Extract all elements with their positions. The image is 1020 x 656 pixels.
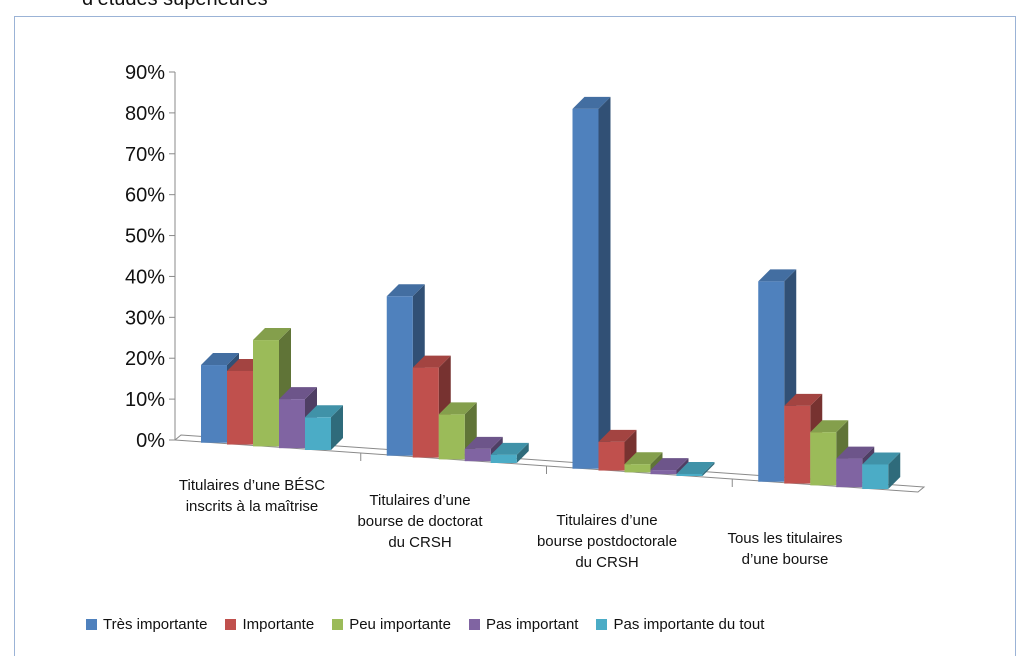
bar bbox=[227, 370, 253, 445]
category-label: bourse postdoctorale bbox=[537, 533, 677, 550]
legend-swatch bbox=[332, 619, 344, 630]
bar-top bbox=[810, 420, 849, 433]
legend-label: Pas important bbox=[485, 616, 579, 633]
y-tick-label: 0% bbox=[136, 430, 165, 452]
bar-top bbox=[676, 461, 715, 474]
legend-item: Importante bbox=[225, 616, 314, 633]
bar-side bbox=[888, 452, 901, 490]
category-label: bourse de doctorat bbox=[357, 513, 483, 530]
bar-top bbox=[412, 355, 451, 368]
bar bbox=[386, 296, 413, 456]
bar-top bbox=[253, 328, 291, 341]
bar-top bbox=[836, 446, 875, 459]
bar-top bbox=[572, 96, 611, 109]
chart-title: d’études supérieures bbox=[82, 0, 268, 11]
bar bbox=[676, 473, 703, 477]
chart-frame bbox=[14, 16, 1016, 656]
y-tick-label: 40% bbox=[125, 266, 165, 288]
bar-top bbox=[758, 269, 797, 282]
legend-item: Peu importante bbox=[332, 616, 451, 633]
bar bbox=[464, 448, 491, 462]
bar-top bbox=[598, 429, 637, 442]
bar-top bbox=[305, 405, 343, 418]
category-label: Tous les titulaires bbox=[727, 530, 842, 547]
y-tick-label: 30% bbox=[125, 307, 165, 329]
bar bbox=[572, 108, 599, 469]
bar-side bbox=[598, 96, 611, 469]
bar bbox=[758, 281, 785, 482]
legend-swatch bbox=[225, 619, 237, 630]
bar-side bbox=[676, 458, 689, 475]
y-tick-label: 20% bbox=[125, 348, 165, 370]
legend-label: Pas importante du tout bbox=[613, 616, 765, 633]
legend-item: Pas important bbox=[468, 616, 579, 633]
bar-top bbox=[438, 402, 477, 415]
bar bbox=[438, 414, 465, 460]
bar-top bbox=[624, 452, 663, 465]
bar bbox=[490, 454, 517, 464]
bar-side bbox=[331, 405, 343, 451]
category-label: du CRSH bbox=[388, 534, 451, 551]
bar-top bbox=[650, 458, 689, 471]
y-tick-label: 60% bbox=[125, 185, 165, 207]
legend-swatch bbox=[86, 619, 97, 630]
bar bbox=[279, 399, 305, 449]
legend-item: Pas importante du tout bbox=[596, 616, 764, 633]
y-tick-label: 50% bbox=[125, 226, 165, 248]
legend-swatch bbox=[596, 619, 608, 630]
bar bbox=[650, 470, 677, 475]
bar bbox=[201, 365, 227, 443]
bar bbox=[412, 367, 439, 458]
category-label: Titulaires d’une bbox=[556, 512, 657, 529]
y-tick-label: 70% bbox=[125, 144, 165, 166]
bar-top bbox=[862, 452, 901, 465]
legend-swatch bbox=[468, 619, 480, 630]
bar bbox=[598, 441, 625, 471]
legend-item: Très importante bbox=[86, 616, 207, 633]
legend-label: Très importante bbox=[103, 616, 208, 633]
legend-label: Importante bbox=[242, 616, 315, 633]
category-label: d’une bourse bbox=[742, 551, 829, 568]
category-label: Titulaires d’une bbox=[369, 492, 470, 509]
bar-top bbox=[784, 393, 823, 406]
bar-top bbox=[201, 353, 239, 366]
y-tick-label: 90% bbox=[125, 62, 165, 84]
category-label: du CRSH bbox=[575, 554, 638, 571]
legend: Très importante Importante Peu importante P… bbox=[86, 616, 764, 633]
legend-label: Peu importante bbox=[349, 616, 451, 633]
bar bbox=[624, 464, 651, 473]
category-label: inscrits à la maîtrise bbox=[186, 498, 319, 515]
category-label: Titulaires d’une BÉSC bbox=[179, 477, 325, 494]
bar bbox=[836, 458, 863, 488]
bar bbox=[305, 417, 331, 451]
bar-top bbox=[490, 442, 529, 455]
bar-top bbox=[279, 387, 317, 400]
bar bbox=[253, 340, 279, 447]
bar bbox=[862, 464, 889, 490]
floor-outline bbox=[174, 434, 926, 493]
bar-side bbox=[702, 461, 715, 477]
y-tick-label: 10% bbox=[125, 389, 165, 411]
bar-top bbox=[464, 436, 503, 449]
bar bbox=[784, 405, 811, 484]
y-tick-label: 80% bbox=[125, 103, 165, 125]
bar-top bbox=[386, 284, 425, 297]
bar-side bbox=[516, 442, 529, 464]
bar bbox=[810, 432, 837, 486]
